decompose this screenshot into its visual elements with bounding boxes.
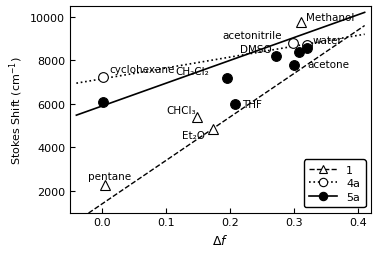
Text: acetone: acetone xyxy=(307,59,349,69)
Text: DMSO: DMSO xyxy=(240,45,271,55)
Text: Et₂O: Et₂O xyxy=(182,130,205,140)
Text: water: water xyxy=(312,36,342,46)
Text: CH₂Cl₂: CH₂Cl₂ xyxy=(176,66,209,76)
Text: THF: THF xyxy=(242,100,262,110)
Text: CHCl₃: CHCl₃ xyxy=(166,106,196,116)
Text: acetonitrile: acetonitrile xyxy=(222,30,282,40)
Text: pentane: pentane xyxy=(88,171,131,181)
Legend: 1, 4a, 5a: 1, 4a, 5a xyxy=(304,160,366,207)
Y-axis label: Stokes Shift (cm$^{-1}$): Stokes Shift (cm$^{-1}$) xyxy=(7,56,25,164)
Text: cyclohexane: cyclohexane xyxy=(110,65,175,75)
X-axis label: $\Delta f$: $\Delta f$ xyxy=(212,233,229,247)
Text: Methanol: Methanol xyxy=(306,12,354,23)
